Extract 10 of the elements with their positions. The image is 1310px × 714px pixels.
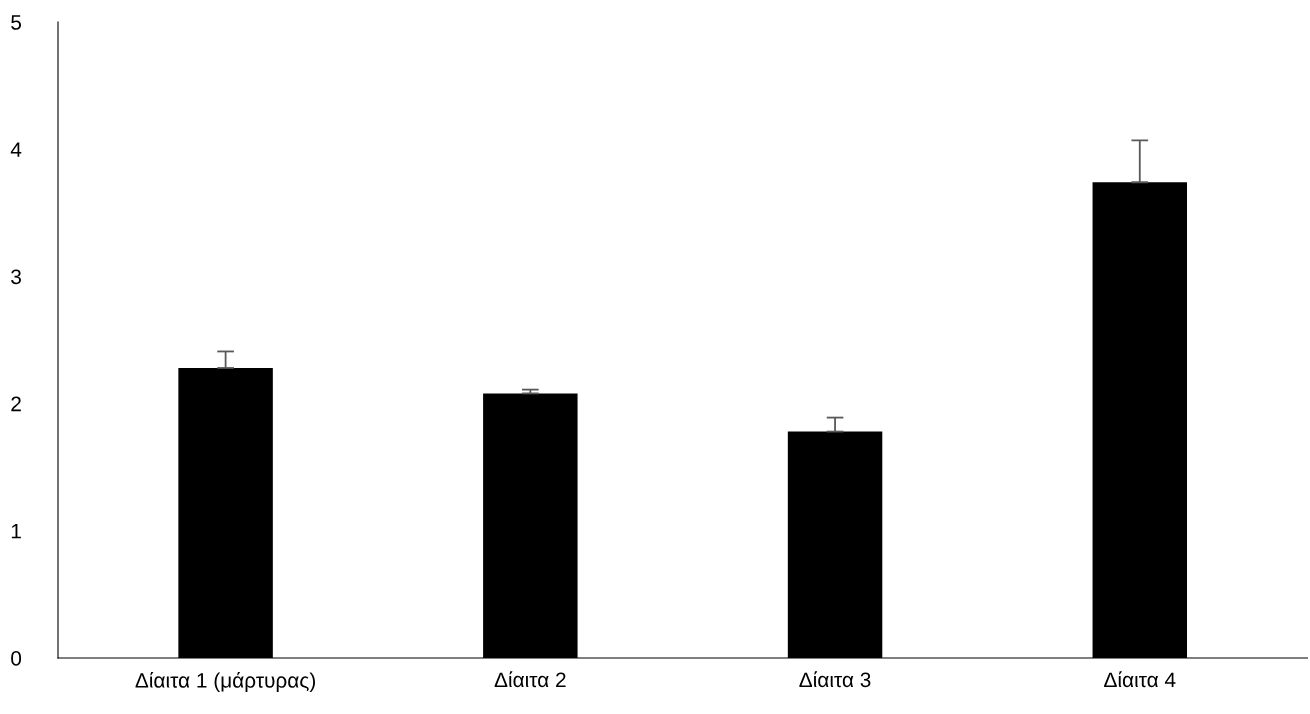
- x-tick-label: Δίαιτα 3: [799, 671, 871, 688]
- y-tick-label: 5: [11, 15, 22, 30]
- y-tick-label: 3: [11, 269, 21, 285]
- x-tick-label: Δίαιτα 1 (μάρτυρας): [135, 671, 316, 692]
- y-tick-label: 1: [11, 524, 21, 539]
- x-tick-label: Δίαιτα 4: [1104, 671, 1176, 688]
- y-tick-label: 2: [11, 396, 21, 412]
- y-tick-label: 4: [10, 142, 22, 157]
- x-tick-label: Δίαιτα 2: [494, 671, 566, 688]
- y-tick-label: 0: [11, 651, 22, 666]
